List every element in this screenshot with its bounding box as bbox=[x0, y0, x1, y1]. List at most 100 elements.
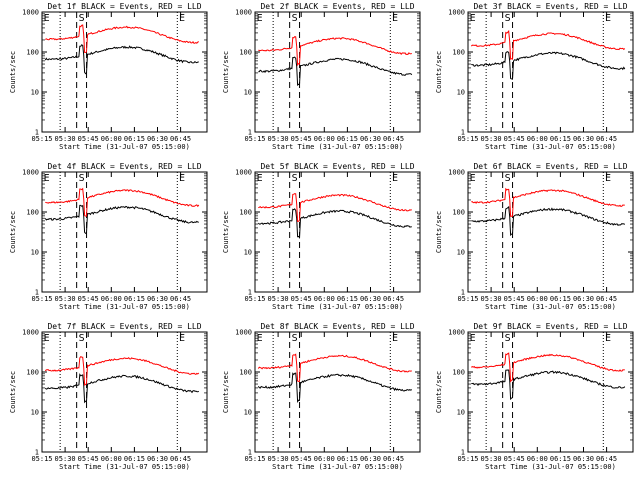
x-tick-label: 05:30 bbox=[268, 295, 289, 303]
y-tick-label: 1 bbox=[248, 129, 252, 137]
y-tick-label: 100 bbox=[239, 49, 252, 57]
x-axis-label: Start Time (31-Jul-07 05:15:00) bbox=[59, 143, 190, 151]
x-tick-label: 06:00 bbox=[527, 295, 548, 303]
x-axis-label: Start Time (31-Jul-07 05:15:00) bbox=[272, 303, 403, 311]
plot-frame bbox=[467, 171, 634, 293]
x-axis-label: Start Time (31-Jul-07 05:15:00) bbox=[485, 143, 616, 151]
x-tick-label: 06:00 bbox=[101, 295, 122, 303]
y-tick-label: 10 bbox=[457, 249, 465, 257]
y-axis-label: Counts/sec bbox=[222, 211, 230, 253]
x-tick-label: 05:30 bbox=[268, 135, 289, 143]
x-tick-label: 05:45 bbox=[78, 135, 99, 143]
x-tick-label: 05:30 bbox=[55, 295, 76, 303]
events-series-line bbox=[257, 372, 413, 404]
x-tick-label: 06:15 bbox=[550, 135, 571, 143]
x-tick-label: 06:00 bbox=[527, 455, 548, 463]
marker-e-left: E bbox=[470, 333, 476, 344]
x-tick-label: 06:15 bbox=[124, 135, 145, 143]
plot-frame bbox=[41, 331, 208, 453]
lld-series-line bbox=[44, 355, 200, 386]
y-tick-label: 10 bbox=[244, 89, 252, 97]
y-tick-label: 1000 bbox=[22, 9, 39, 17]
panel-title: Det 7f BLACK = Events, RED = LLD bbox=[47, 322, 201, 331]
marker-e-right: E bbox=[605, 333, 611, 344]
y-tick-label: 100 bbox=[452, 209, 465, 217]
marker-s: S bbox=[292, 173, 298, 184]
marker-e-right: E bbox=[392, 333, 398, 344]
x-tick-label: 05:30 bbox=[481, 455, 502, 463]
marker-e-left: E bbox=[257, 173, 263, 184]
x-tick-label: 06:45 bbox=[170, 455, 191, 463]
plot-frame bbox=[254, 331, 421, 453]
x-tick-label: 05:45 bbox=[78, 295, 99, 303]
x-tick-label: 06:15 bbox=[337, 295, 358, 303]
x-tick-label: 06:00 bbox=[314, 455, 335, 463]
y-tick-label: 1000 bbox=[448, 329, 465, 337]
panel-det-3f: Det 3f BLACK = Events, RED = LLD 1 10 100 10… bbox=[435, 2, 634, 151]
marker-e-right: E bbox=[605, 13, 611, 24]
x-tick-label: 06:00 bbox=[101, 455, 122, 463]
lld-series-line bbox=[471, 352, 625, 383]
events-series-line bbox=[44, 373, 199, 404]
panel-title: Det 5f BLACK = Events, RED = LLD bbox=[260, 162, 414, 171]
y-axis-label: Counts/sec bbox=[9, 51, 17, 93]
x-tick-label: 05:45 bbox=[291, 295, 312, 303]
marker-s: S bbox=[292, 13, 298, 24]
x-tick-label: 06:15 bbox=[550, 295, 571, 303]
x-tick-label: 05:30 bbox=[268, 455, 289, 463]
y-tick-label: 1 bbox=[35, 129, 39, 137]
x-tick-label: 05:15 bbox=[31, 295, 52, 303]
marker-e-right: E bbox=[179, 13, 185, 24]
y-tick-label: 1 bbox=[248, 289, 252, 297]
x-tick-label: 05:30 bbox=[55, 135, 76, 143]
y-tick-label: 100 bbox=[239, 369, 252, 377]
y-tick-label: 10 bbox=[457, 89, 465, 97]
x-tick-label: 06:15 bbox=[124, 295, 145, 303]
marker-e-left: E bbox=[257, 333, 263, 344]
y-tick-label: 1000 bbox=[22, 329, 39, 337]
marker-e-left: E bbox=[257, 13, 263, 24]
panel-title: Det 8f BLACK = Events, RED = LLD bbox=[260, 322, 414, 331]
marker-e-right: E bbox=[392, 13, 398, 24]
y-tick-label: 1000 bbox=[448, 9, 465, 17]
x-tick-label: 06:00 bbox=[314, 135, 335, 143]
y-tick-label: 1 bbox=[461, 289, 465, 297]
x-tick-label: 05:30 bbox=[481, 135, 502, 143]
y-tick-label: 1000 bbox=[22, 169, 39, 177]
lld-series-line bbox=[470, 29, 626, 60]
events-series-line bbox=[471, 205, 626, 237]
x-tick-label: 05:45 bbox=[504, 455, 525, 463]
marker-e-right: E bbox=[179, 333, 185, 344]
panel-title: Det 6f BLACK = Events, RED = LLD bbox=[473, 162, 627, 171]
x-tick-label: 05:15 bbox=[244, 135, 265, 143]
x-tick-label: 06:30 bbox=[573, 455, 594, 463]
lld-series-line bbox=[258, 193, 412, 222]
panel-title: Det 9f BLACK = Events, RED = LLD bbox=[473, 322, 627, 331]
x-tick-label: 06:45 bbox=[383, 135, 404, 143]
panel-det-9f: Det 9f BLACK = Events, RED = LLD 1 10 100 10… bbox=[435, 322, 634, 471]
events-series-line bbox=[471, 51, 626, 80]
x-tick-label: 06:15 bbox=[124, 455, 145, 463]
x-tick-label: 05:30 bbox=[55, 455, 76, 463]
y-axis-label: Counts/sec bbox=[435, 211, 443, 253]
y-tick-label: 10 bbox=[31, 89, 39, 97]
y-tick-label: 10 bbox=[31, 249, 39, 257]
y-axis-label: Counts/sec bbox=[9, 371, 17, 413]
y-tick-label: 10 bbox=[457, 409, 465, 417]
x-tick-label: 06:30 bbox=[360, 135, 381, 143]
y-tick-label: 1000 bbox=[448, 169, 465, 177]
events-series-line bbox=[258, 56, 413, 87]
x-tick-label: 05:45 bbox=[504, 135, 525, 143]
plot-frame bbox=[467, 331, 634, 453]
y-tick-label: 100 bbox=[26, 209, 39, 217]
x-tick-label: 05:45 bbox=[78, 455, 99, 463]
x-axis-label: Start Time (31-Jul-07 05:15:00) bbox=[272, 143, 403, 151]
x-tick-label: 06:15 bbox=[337, 135, 358, 143]
x-tick-label: 06:30 bbox=[147, 135, 168, 143]
x-axis-label: Start Time (31-Jul-07 05:15:00) bbox=[272, 463, 403, 471]
x-tick-label: 06:45 bbox=[170, 135, 191, 143]
panel-det-7f: Det 7f BLACK = Events, RED = LLD 1 10 100 10… bbox=[9, 322, 208, 471]
panel-det-2f: Det 2f BLACK = Events, RED = LLD 1 10 100 10… bbox=[222, 2, 421, 151]
plot-frame bbox=[41, 11, 208, 133]
